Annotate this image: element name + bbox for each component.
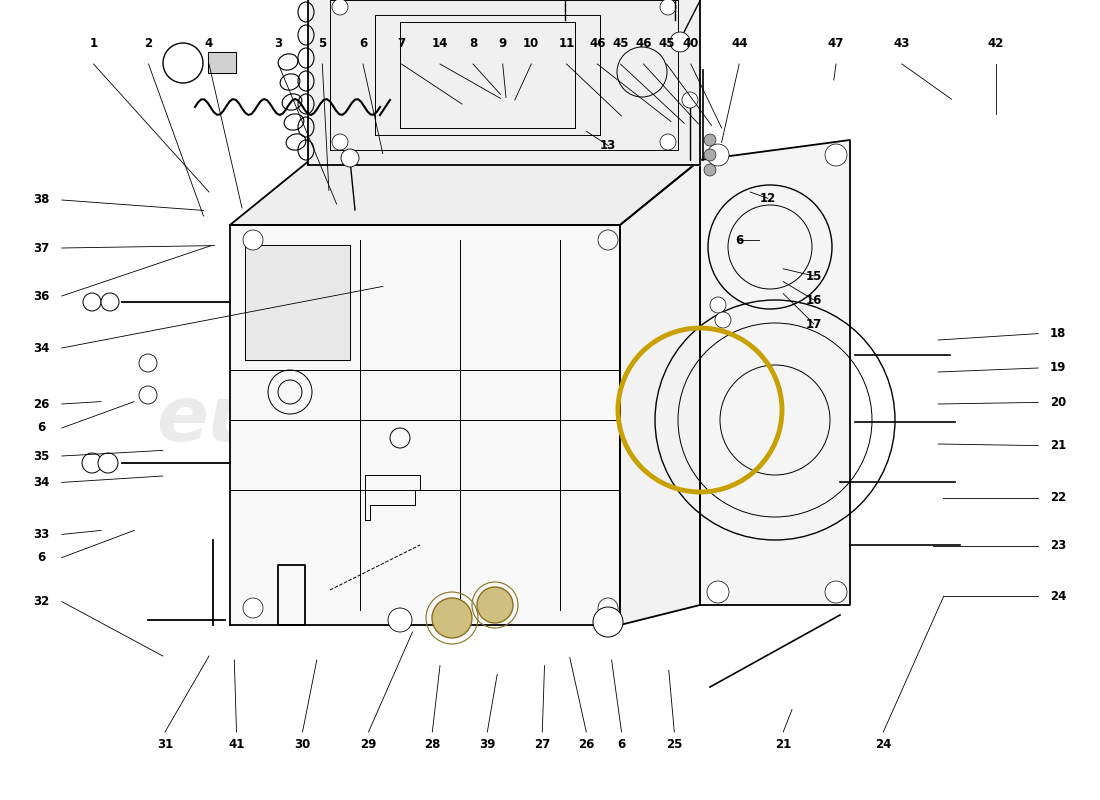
Text: 8: 8 (469, 38, 477, 50)
Circle shape (82, 453, 102, 473)
Text: 6: 6 (617, 738, 626, 750)
Text: 46: 46 (636, 38, 651, 50)
Circle shape (670, 32, 690, 52)
Text: 4: 4 (205, 38, 213, 50)
Text: 42: 42 (988, 38, 1003, 50)
Text: 26: 26 (34, 398, 50, 410)
Circle shape (243, 230, 263, 250)
Text: since 1985: since 1985 (547, 427, 773, 463)
Text: 22: 22 (1050, 491, 1066, 504)
Circle shape (682, 92, 698, 108)
Text: 47: 47 (828, 38, 844, 50)
Circle shape (704, 149, 716, 161)
Text: 45: 45 (659, 38, 675, 50)
Circle shape (704, 134, 716, 146)
Text: 20: 20 (1050, 396, 1066, 409)
Text: 24: 24 (876, 738, 891, 750)
Text: 29: 29 (361, 738, 376, 750)
Text: 14: 14 (432, 38, 448, 50)
Circle shape (660, 134, 676, 150)
Text: a passion for cars: a passion for cars (404, 487, 637, 513)
Text: 6: 6 (37, 551, 46, 564)
Text: 33: 33 (34, 528, 50, 541)
Circle shape (332, 134, 348, 150)
Circle shape (707, 144, 729, 166)
Polygon shape (230, 160, 700, 225)
Text: 21: 21 (1050, 439, 1066, 452)
Circle shape (332, 0, 348, 15)
Text: 13: 13 (601, 139, 616, 152)
Text: 35: 35 (34, 450, 50, 462)
Text: 34: 34 (34, 342, 50, 354)
Text: 1: 1 (89, 38, 98, 50)
Circle shape (388, 608, 412, 632)
Text: 30: 30 (295, 738, 310, 750)
Circle shape (825, 144, 847, 166)
Circle shape (660, 0, 676, 15)
Text: 46: 46 (590, 38, 606, 50)
Text: 5: 5 (318, 38, 327, 50)
Text: europes: europes (156, 383, 504, 457)
Circle shape (139, 354, 157, 372)
Text: 40: 40 (683, 38, 698, 50)
Circle shape (593, 607, 623, 637)
Circle shape (704, 164, 716, 176)
Text: 6: 6 (735, 234, 744, 246)
Polygon shape (700, 140, 850, 605)
Text: 12: 12 (760, 192, 775, 205)
Text: 7: 7 (397, 38, 406, 50)
Circle shape (598, 598, 618, 618)
Text: 41: 41 (229, 738, 244, 750)
Text: 43: 43 (894, 38, 910, 50)
Polygon shape (230, 225, 620, 625)
Circle shape (243, 598, 263, 618)
Text: 3: 3 (274, 38, 283, 50)
Text: 31: 31 (157, 738, 173, 750)
Text: 25: 25 (667, 738, 682, 750)
Text: 28: 28 (425, 738, 440, 750)
Text: 26: 26 (579, 738, 594, 750)
Text: 9: 9 (498, 38, 507, 50)
Circle shape (82, 293, 101, 311)
Circle shape (598, 230, 618, 250)
Text: 21: 21 (776, 738, 791, 750)
Polygon shape (245, 245, 350, 360)
Circle shape (710, 297, 726, 313)
Circle shape (715, 312, 732, 328)
Circle shape (341, 149, 359, 167)
Circle shape (432, 598, 472, 638)
Circle shape (707, 581, 729, 603)
Polygon shape (308, 0, 700, 165)
Text: 6: 6 (359, 38, 367, 50)
Circle shape (825, 581, 847, 603)
Text: 45: 45 (612, 38, 629, 50)
Circle shape (477, 587, 513, 623)
Text: 38: 38 (34, 194, 50, 206)
Text: 6: 6 (37, 422, 46, 434)
Polygon shape (620, 160, 700, 625)
Text: 16: 16 (806, 294, 822, 306)
Polygon shape (208, 52, 236, 73)
Text: 32: 32 (34, 595, 50, 608)
Circle shape (101, 293, 119, 311)
Circle shape (98, 453, 118, 473)
Text: 18: 18 (1050, 327, 1066, 340)
Circle shape (139, 386, 157, 404)
Text: 15: 15 (806, 270, 822, 282)
Text: 23: 23 (1050, 539, 1066, 552)
Text: 17: 17 (806, 318, 822, 330)
Text: 2: 2 (144, 38, 153, 50)
Text: 44: 44 (732, 38, 748, 50)
Text: 36: 36 (34, 290, 50, 302)
Text: 27: 27 (535, 738, 550, 750)
Text: 24: 24 (1050, 590, 1066, 602)
Text: 39: 39 (480, 738, 495, 750)
Text: 19: 19 (1050, 362, 1066, 374)
Text: 10: 10 (524, 38, 539, 50)
Text: 34: 34 (34, 476, 50, 489)
Text: 37: 37 (34, 242, 50, 254)
Text: 11: 11 (559, 38, 574, 50)
